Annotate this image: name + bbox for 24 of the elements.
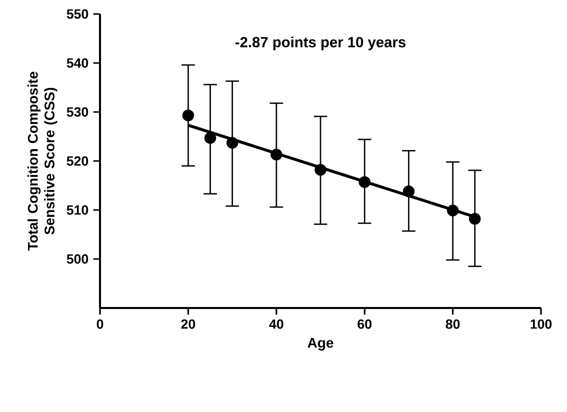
x-tick-label: 80 [446, 319, 460, 329]
y-tick-label: 510 [66, 205, 88, 215]
x-tick-label: 0 [96, 319, 104, 329]
point [468, 212, 481, 225]
x-tick-label: 100 [530, 319, 552, 329]
x-tick-label: 40 [269, 319, 284, 329]
x-tick-label: 20 [181, 319, 196, 329]
y-tick-label: 530 [66, 107, 88, 117]
annotation: -2.87 points per 10 years [235, 36, 406, 50]
point [402, 186, 415, 198]
point [270, 148, 282, 160]
point [182, 110, 194, 122]
y-tick-label: 550 [66, 9, 88, 19]
point [446, 204, 459, 216]
y-tick-label: 540 [66, 58, 88, 68]
point [226, 137, 238, 149]
y-tick-label: 500 [66, 254, 88, 264]
x-axis-title: Age [308, 338, 334, 351]
point [314, 164, 326, 176]
point [358, 176, 370, 188]
y-tick-label: 520 [66, 156, 88, 166]
x-tick-label: 60 [358, 319, 372, 329]
y-axis-title: Total Cognition Composite Sensitive Score (CSS) [28, 72, 58, 251]
point [204, 132, 216, 144]
